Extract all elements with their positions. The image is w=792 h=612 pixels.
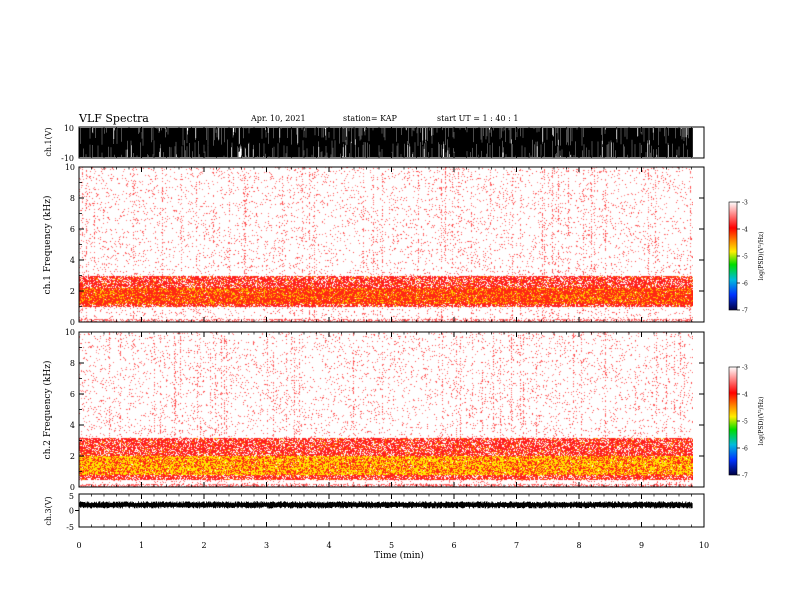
time-axis-label: Time (min)	[374, 550, 424, 561]
ch2-ytick-4: 4	[70, 421, 75, 430]
ch2-cbtick--6: -6	[742, 446, 748, 453]
time-tick-1: 1	[139, 541, 144, 550]
ch1-ytick-8: 8	[70, 194, 75, 203]
ch2-spectrogram-ylabel: ch.2 Frequency (kHz)	[42, 361, 53, 460]
ch1-waveform-panel: 10 -10 ch.1(V)	[44, 124, 705, 163]
ch1-colorbar	[728, 201, 738, 311]
time-tick-5: 5	[389, 541, 394, 550]
ch1-ytick-10: 10	[65, 163, 75, 172]
date-label: Apr. 10, 2021	[251, 114, 306, 123]
ch1-ytick-2: 2	[70, 287, 75, 296]
ch2-cbtick--5: -5	[742, 419, 748, 426]
ch3-waveform-panel: 0 5 -5 ch.3(V)	[44, 492, 705, 532]
ch1-cbtick--6: -6	[742, 281, 748, 288]
ch2-ytick-0: 0	[70, 483, 75, 492]
ch1-cbtick--3: -3	[742, 200, 748, 207]
ch2-ytick-6: 6	[70, 390, 75, 399]
time-tick-8: 8	[576, 541, 581, 550]
ch2-ytick-2: 2	[70, 452, 75, 461]
time-axis: 0 1 2 3 4 5 6 7 8 9 10	[76, 127, 709, 550]
time-tick-3: 3	[264, 541, 269, 550]
time-tick-6: 6	[451, 541, 456, 550]
ch1-ytick-4: 4	[70, 256, 75, 265]
ch1-ytick-0: 0	[70, 318, 75, 327]
ch2-ytick-10: 10	[65, 328, 75, 337]
ch3-ytick-0: 0	[69, 507, 74, 516]
ch1-ytick-10: 10	[64, 124, 74, 133]
ch3-ytick-minus5: -5	[66, 523, 74, 532]
station-label: station= KAP	[343, 114, 397, 123]
ch1-cbtick--4: -4	[742, 227, 748, 234]
ch2-spectrogram-image	[79, 332, 693, 487]
time-tick-2: 2	[201, 541, 206, 550]
ch1-spectrogram-image	[79, 167, 693, 322]
figure-title: VLF Spectra	[79, 112, 149, 125]
time-tick-10: 10	[699, 541, 709, 550]
ch1-waveform-ylabel: ch.1(V)	[44, 127, 53, 156]
ch2-cbtick--4: -4	[742, 392, 748, 399]
ch1-ytick-minus10: -10	[61, 154, 74, 163]
ch2-cbtick--7: -7	[742, 473, 748, 480]
ch2-cbtick--3: -3	[742, 365, 748, 372]
ch2-colorbar	[728, 366, 738, 476]
ch3-waveform-ylabel: ch.3(V)	[44, 496, 53, 525]
ch1-waveform-trace	[78, 128, 693, 157]
ch3-waveform-trace: 0	[69, 501, 693, 516]
start-time-label: start UT = 1 : 40 : 1	[437, 114, 519, 123]
time-tick-7: 7	[514, 541, 519, 550]
ch1-colorbar-label: log(PSD)(V²/Hz)	[758, 232, 765, 281]
ch2-colorbar-label: log(PSD)(V²/Hz)	[758, 397, 765, 446]
ch2-ytick-8: 8	[70, 359, 75, 368]
ch1-cbtick--7: -7	[742, 308, 748, 315]
ch1-ytick-6: 6	[70, 225, 75, 234]
time-tick-0: 0	[76, 541, 81, 550]
time-tick-4: 4	[326, 541, 331, 550]
ch1-cbtick--5: -5	[742, 254, 748, 261]
ch1-spectrogram-ylabel: ch.1 Frequency (kHz)	[42, 196, 53, 295]
time-tick-9: 9	[639, 541, 644, 550]
ch3-ytick-5: 5	[69, 492, 74, 501]
